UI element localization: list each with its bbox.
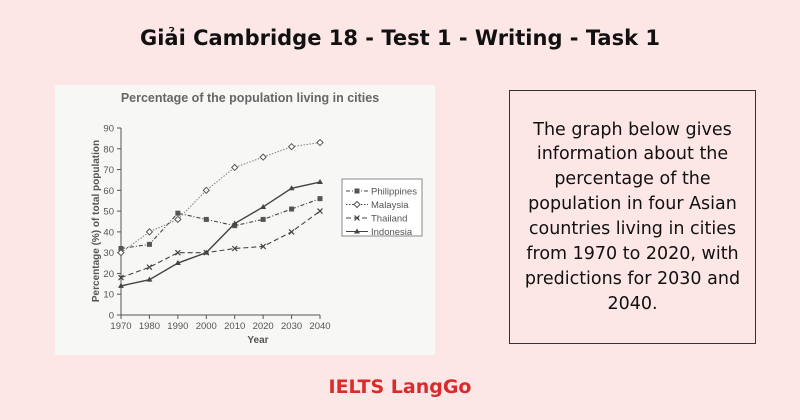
data-point-thailand — [146, 264, 153, 271]
y-tick-label: 60 — [103, 186, 114, 197]
legend-label-malaysia: Malaysia — [371, 200, 409, 211]
legend-marker-philippines — [354, 188, 360, 194]
y-tick-label: 70 — [103, 165, 114, 176]
data-point-indonesia — [231, 220, 238, 226]
series-line-thailand — [120, 210, 321, 279]
series-line-philippines — [120, 198, 321, 250]
legend-marker-thailand — [354, 215, 360, 221]
data-point-philippines — [175, 210, 181, 216]
y-tick-label: 50 — [103, 207, 114, 218]
data-point-thailand — [174, 249, 181, 256]
y-tick-label: 20 — [103, 269, 114, 280]
data-point-thailand — [231, 245, 238, 252]
data-point-indonesia — [260, 203, 267, 209]
data-point-philippines — [317, 196, 323, 202]
chart-title: Percentage of the population living in c… — [121, 91, 379, 105]
line-chart: Percentage of the population living in c… — [91, 91, 423, 346]
x-tick-label: 2010 — [224, 321, 245, 332]
data-point-thailand — [317, 208, 323, 215]
series-line-malaysia — [120, 142, 321, 254]
y-tick-label: 40 — [103, 227, 114, 238]
y-tick-label: 30 — [103, 248, 114, 259]
data-point-indonesia — [203, 249, 210, 255]
series-line-indonesia — [120, 181, 321, 287]
data-point-thailand — [288, 228, 295, 235]
x-tick-label: 1970 — [110, 321, 131, 332]
data-point-philippines — [146, 241, 152, 247]
page-title: Giải Cambridge 18 - Test 1 - Writing - T… — [139, 26, 660, 50]
x-tick-label: 1980 — [139, 321, 160, 332]
x-tick-label: 2040 — [309, 321, 330, 332]
y-axis-label: Percentage (%) of total population — [91, 140, 102, 302]
data-point-indonesia — [146, 276, 153, 282]
data-point-philippines — [289, 206, 295, 212]
data-point-philippines — [232, 223, 238, 229]
data-point-malaysia — [145, 228, 154, 236]
brand-logo: IELTS LangGo — [328, 376, 472, 398]
task-description: The graph below gives information about … — [509, 90, 756, 344]
data-point-malaysia — [259, 153, 267, 161]
data-point-malaysia — [231, 163, 239, 172]
x-tick-label: 1990 — [167, 321, 188, 332]
data-point-philippines — [260, 216, 266, 222]
x-tick-label: 2030 — [281, 321, 302, 332]
legend-label-thailand: Thailand — [371, 214, 407, 225]
data-point-thailand — [260, 243, 267, 250]
y-tick-label: 0 — [109, 311, 114, 322]
data-point-malaysia — [174, 215, 182, 224]
data-point-indonesia — [174, 260, 181, 266]
data-point-thailand — [118, 274, 124, 281]
y-tick-label: 80 — [103, 144, 114, 155]
legend-label-indonesia: Indonesia — [371, 227, 413, 238]
legend-marker-malaysia — [353, 200, 361, 209]
y-tick-label: 10 — [103, 290, 114, 301]
y-tick-label: 90 — [103, 124, 114, 135]
data-point-indonesia — [118, 282, 124, 288]
chart-panel: Percentage of the population living in c… — [55, 85, 435, 355]
legend-label-philippines: Philippines — [371, 187, 417, 198]
data-point-indonesia — [288, 185, 295, 191]
data-point-malaysia — [287, 142, 296, 151]
x-tick-label: 2020 — [253, 321, 274, 332]
x-axis-label: Year — [247, 335, 268, 346]
data-point-indonesia — [317, 179, 323, 185]
data-point-malaysia — [117, 248, 125, 257]
data-point-malaysia — [316, 138, 324, 147]
data-point-philippines — [203, 216, 209, 222]
x-tick-label: 2000 — [196, 321, 217, 332]
data-point-philippines — [118, 246, 124, 252]
legend-marker-indonesia — [354, 228, 360, 234]
data-point-malaysia — [202, 186, 210, 195]
